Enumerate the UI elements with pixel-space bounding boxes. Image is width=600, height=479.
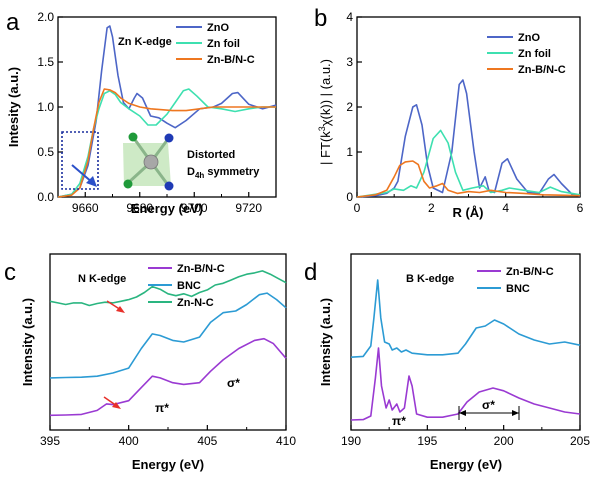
panel-a-xtick-label: 9720	[235, 201, 262, 215]
panel-a-xtick-label: 9660	[72, 201, 99, 215]
panel-a-ytick-label: 1.5	[37, 55, 54, 69]
panel-a-inset-line2: D4h symmetry	[187, 166, 260, 180]
panel-c-xtick-label: 405	[197, 434, 217, 448]
panel-c-legend-label-bnc: BNC	[177, 280, 201, 292]
panel-d-xtick-label: 190	[341, 434, 361, 448]
panel-b-xtick-label: 4	[502, 201, 509, 215]
panel-b-ytick-label: 0	[346, 190, 353, 204]
molecule-inset	[123, 132, 174, 191]
panel-d-sigma-label: σ*	[482, 398, 495, 412]
panel-a-legend-label-zno: ZnO	[207, 22, 229, 34]
panel-d-legend-label-zn-bnc: Zn-B/N-C	[506, 266, 554, 278]
panel-b-series-zn-bnc	[356, 160, 581, 198]
panel-b-ytick-label: 4	[346, 10, 353, 24]
panel-a-ylabel: Intesity (a.u.)	[6, 67, 21, 147]
panel-c-red-arrowhead-lower	[112, 402, 121, 409]
panel-a-blue-arrowhead	[86, 176, 97, 187]
panel-a-inset-line1: Distorted	[187, 149, 235, 161]
panel-b-series-zno	[356, 79, 581, 198]
panel-a-zoom-box	[61, 131, 99, 190]
panel-b-xlabel: R (Å)	[452, 205, 483, 220]
panel-d-sigma-arrowhead-right	[512, 410, 519, 416]
panel-d-xtick-label: 200	[494, 434, 514, 448]
panel-c: 395 400 405 410 N K-edge Zn-B/N-CBNCZn-N-C …	[20, 253, 296, 472]
panel-a-xlabel: Energy (eV)	[131, 201, 203, 216]
panel-c-red-arrowhead-upper	[116, 306, 125, 313]
panel-d-annotation: B K-edge	[406, 273, 454, 285]
panel-b-legend-label-zno: ZnO	[518, 32, 540, 44]
panel-b-ytick-label: 2	[346, 100, 353, 114]
panel-d-xtick-label: 195	[417, 434, 437, 448]
panel-a-xtick-label: 9700	[181, 201, 208, 215]
panel-c-series-bnc	[49, 292, 287, 379]
panel-d-legend-label-bnc: BNC	[506, 283, 530, 295]
panel-d-series-bnc	[350, 279, 581, 358]
panel-c-series-zn-n-c	[49, 270, 287, 307]
panel-a-legend-label-zn-foil: Zn foil	[207, 38, 240, 50]
panel-c-pi-label: π*	[155, 401, 169, 415]
panel-a-legend-label-zn-bnc: Zn-B/N-C	[207, 54, 255, 66]
panel-letter-d: d	[304, 259, 317, 286]
panel-b-xtick-label: 2	[428, 201, 435, 215]
panel-c-sigma-label: σ*	[227, 376, 240, 390]
panel-b-series-zn-foil	[356, 129, 581, 198]
panel-a-ytick-label: 2.0	[37, 10, 54, 24]
panel-b: 0 2 4 6 0 1 2 3 4 ZnO Zn foil Zn-B/N-C R (Å) | FT(…	[317, 10, 584, 220]
panel-c-series-zn-bnc	[49, 337, 287, 417]
panel-letter-a: a	[6, 9, 20, 36]
panel-a-ytick-label: 0.0	[37, 190, 54, 204]
panel-c-annotation: N K-edge	[78, 273, 126, 285]
panel-b-xtick-label: 0	[354, 201, 361, 215]
panel-c-xtick-label: 410	[276, 434, 296, 448]
panel-b-ytick-label: 3	[346, 55, 353, 69]
panel-a: 9660 9680 9700 9720 0.0 0.5 1.0 1.5 2.0 Zn K-edg…	[6, 10, 277, 216]
panel-b-ylabel: | FT(k3χ(k)) | (a.u.)	[317, 59, 333, 165]
panel-d-ylabel: Intensity (a.u.)	[318, 298, 333, 386]
panel-c-ylabel: Intensity (a.u.)	[20, 298, 35, 386]
panel-c-legend-label-zn-n-c: Zn-N-C	[177, 297, 214, 309]
panel-c-legend-label-zn-bnc: Zn-B/N-C	[177, 263, 225, 275]
panel-b-ytick-label: 1	[346, 145, 353, 159]
panel-b-legend-label-zn-foil: Zn foil	[518, 48, 551, 60]
panel-letter-c: c	[4, 259, 16, 286]
panel-d-pi-label: π*	[392, 414, 406, 428]
panel-b-legend-label-zn-bnc: Zn-B/N-C	[518, 64, 566, 76]
panel-a-xtick-label: 9680	[126, 201, 153, 215]
panel-a-series-zn-bnc	[57, 88, 276, 198]
panel-d-series-zn-bnc	[350, 347, 581, 421]
panel-c-xtick-label: 400	[119, 434, 139, 448]
panel-a-annotation: Zn K-edge	[118, 36, 172, 48]
panel-a-ytick-label: 1.0	[37, 100, 54, 114]
panel-c-xtick-label: 395	[40, 434, 60, 448]
panel-a-ytick-label: 0.5	[37, 145, 54, 159]
panel-d-xlabel: Energy (eV)	[430, 457, 502, 472]
panel-c-xlabel: Energy (eV)	[132, 457, 204, 472]
panel-d-xtick-label: 205	[570, 434, 590, 448]
panel-d-sigma-arrowhead-left	[459, 410, 466, 416]
panel-a-series-zno	[57, 25, 277, 198]
panel-letter-b: b	[314, 5, 327, 32]
panel-b-xtick-label: 6	[577, 201, 584, 215]
